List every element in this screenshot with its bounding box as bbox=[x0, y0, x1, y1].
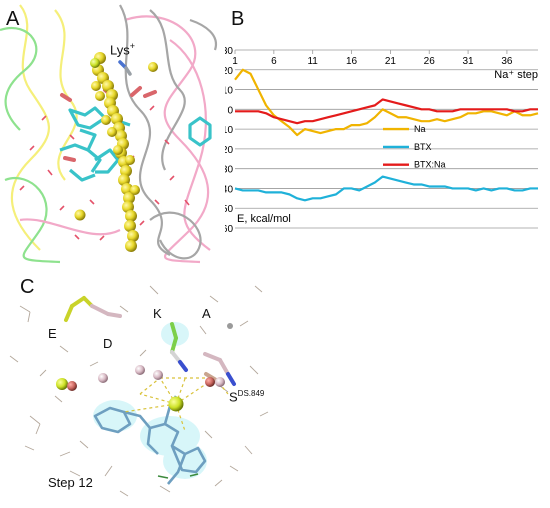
lys-label-charge: + bbox=[129, 41, 136, 51]
chart-grid bbox=[234, 49, 538, 229]
y-tick-label: -40 bbox=[225, 184, 233, 195]
ligand-fragments bbox=[157, 473, 199, 479]
chart-series bbox=[234, 68, 539, 202]
step-caption: Step 12 bbox=[48, 475, 93, 490]
sodium-ion bbox=[168, 396, 184, 412]
btx-sticks bbox=[59, 106, 212, 182]
residue-label-s: SDS.849 bbox=[229, 389, 264, 404]
panel-a: A Lys+ bbox=[0, 0, 225, 266]
residue-label-k: K bbox=[153, 306, 162, 321]
residue-label-a: A bbox=[202, 306, 211, 321]
green-ribbon bbox=[0, 27, 38, 131]
panel-c-background bbox=[0, 266, 290, 503]
gray-ribbon bbox=[119, 4, 171, 256]
lys-residue bbox=[118, 60, 132, 76]
water-molecules bbox=[19, 105, 190, 241]
sodium-trajectory bbox=[74, 52, 158, 252]
y-tick-label: -50 bbox=[225, 204, 233, 215]
gray-ribbon-2 bbox=[149, 9, 186, 171]
molecular-view-c bbox=[0, 266, 290, 503]
chart-legend: Na BTX BTX:Na bbox=[383, 124, 446, 170]
residue-s bbox=[203, 352, 236, 386]
y-tick-label: -30 bbox=[225, 165, 233, 176]
green-ribbon-2 bbox=[4, 177, 61, 264]
gray-ribbon-loop bbox=[149, 211, 202, 260]
y-tick-label: -60 bbox=[225, 224, 233, 235]
x-tick-label: 1 bbox=[232, 56, 238, 67]
x-tick-label: 26 bbox=[424, 56, 436, 67]
x-tick-label: 21 bbox=[385, 56, 397, 67]
y-tick-label: -20 bbox=[225, 145, 233, 156]
pink-ribbon-low bbox=[19, 218, 121, 236]
y-tick-label: 20 bbox=[225, 66, 233, 77]
panel-label-b: B bbox=[231, 8, 245, 30]
x-tick-label: 16 bbox=[346, 56, 358, 67]
y-tick-label: 30 bbox=[225, 46, 233, 57]
x-axis-label: Na⁺ step bbox=[494, 69, 538, 81]
legend-label: BTX:Na bbox=[414, 160, 446, 170]
series-line-btx bbox=[234, 175, 538, 202]
panel-label-c: C bbox=[20, 276, 35, 298]
x-tick-labels: 1 6 11 16 21 26 31 36 bbox=[232, 56, 513, 67]
pink-ribbon bbox=[124, 15, 210, 264]
residue-k bbox=[170, 322, 188, 372]
residue-label-s-text: S bbox=[229, 389, 238, 405]
background-residues bbox=[9, 285, 269, 497]
lys-label: Lys+ bbox=[110, 41, 135, 57]
y-tick-labels: 30 20 10 0 -10 -20 -30 -40 -50 -60 bbox=[219, 46, 234, 235]
residue-label-d: D bbox=[103, 336, 113, 351]
y-axis-label: E, kcal/mol bbox=[237, 213, 291, 225]
series-line-btx-na bbox=[235, 98, 538, 125]
x-tick-label: 11 bbox=[307, 56, 318, 67]
panel-label-a: A bbox=[6, 8, 20, 30]
x-tick-label: 6 bbox=[271, 56, 277, 67]
acidic-residues bbox=[60, 86, 157, 162]
y-tick-label: -10 bbox=[225, 125, 233, 136]
residue-label-s-sup: DS.849 bbox=[237, 389, 265, 398]
pink-ribbon-2 bbox=[169, 39, 211, 251]
legend-label: Na bbox=[414, 124, 426, 134]
atoms bbox=[56, 323, 233, 412]
series-line-na bbox=[234, 68, 539, 137]
y-tick-label: 10 bbox=[225, 86, 233, 97]
residue-e-d bbox=[64, 296, 122, 322]
y-tick-label: 0 bbox=[227, 105, 233, 116]
lys-label-text: Lys bbox=[110, 42, 130, 58]
legend-label: BTX bbox=[414, 142, 432, 152]
x-tick-label: 36 bbox=[501, 56, 513, 67]
x-tick-label: 31 bbox=[463, 56, 475, 67]
residue-label-e: E bbox=[48, 326, 57, 341]
molecular-view-a bbox=[0, 0, 225, 266]
gray-ribbon-3 bbox=[189, 18, 218, 51]
yellow-ribbon bbox=[10, 4, 50, 251]
panel-c: C E D K A SDS.849 Step 12 bbox=[0, 266, 290, 503]
